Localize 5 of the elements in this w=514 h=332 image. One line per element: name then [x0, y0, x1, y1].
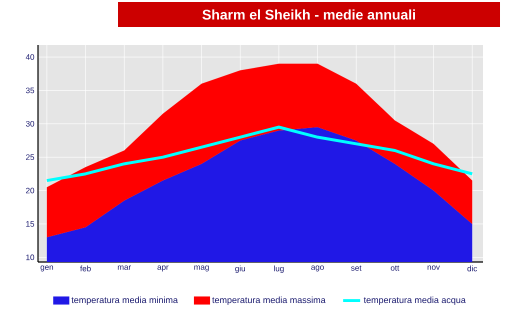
line-series	[45, 126, 474, 182]
chart-title: Sharm el Sheikh - medie annuali	[202, 9, 415, 20]
legend-label: temperatura media minima	[71, 296, 178, 305]
legend-label: temperatura media acqua	[364, 296, 466, 305]
legend-label: temperatura media massima	[212, 296, 326, 305]
